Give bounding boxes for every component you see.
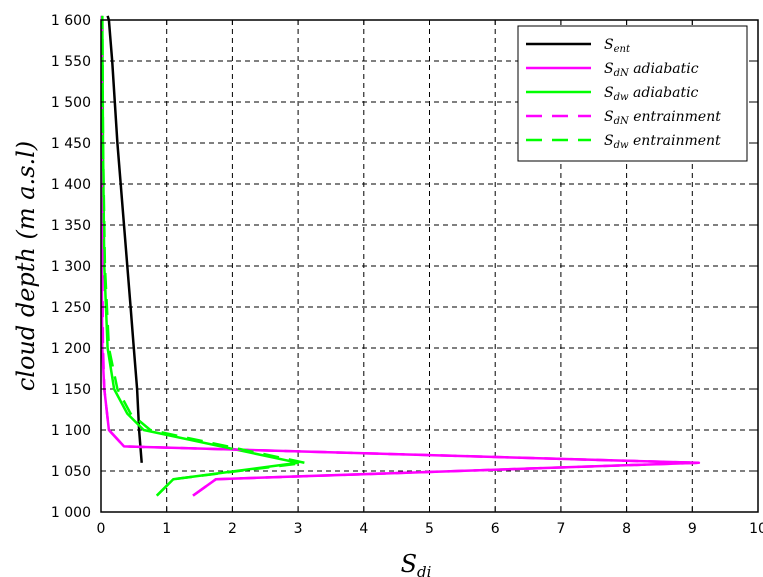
legend-label-3: SdN entrainment xyxy=(604,109,721,127)
series-line-0 xyxy=(106,15,143,463)
x-tick-label: 6 xyxy=(491,521,500,537)
y-tick-label: 1 500 xyxy=(51,95,91,111)
y-tick-label: 1 100 xyxy=(51,423,91,439)
legend-label-1: SdN adiabatic xyxy=(604,61,699,79)
x-tick-label: 9 xyxy=(688,521,697,537)
y-tick-label: 1 150 xyxy=(51,382,91,398)
x-tick-label: 8 xyxy=(622,521,631,537)
y-tick-label: 1 050 xyxy=(51,464,91,480)
y-tick-label: 1 300 xyxy=(51,259,91,275)
y-tick-label: 1 250 xyxy=(51,300,91,316)
y-tick-label: 1 200 xyxy=(51,341,91,357)
x-axis-label: Sdi xyxy=(401,550,432,577)
y-tick-label: 1 400 xyxy=(51,177,91,193)
y-axis-label: cloud depth (m a.s.l) xyxy=(12,141,40,391)
legend-box xyxy=(517,25,748,162)
x-tick-label: 3 xyxy=(294,521,303,537)
x-tick-label: 5 xyxy=(425,521,434,537)
x-tick-label: 1 xyxy=(162,521,171,537)
x-tick-label: 7 xyxy=(556,521,565,537)
series-line-3 xyxy=(100,15,701,497)
axis-ticks xyxy=(100,19,759,513)
legend: Sent SdN adiabatic Sdw adiabatic SdN entrai… xyxy=(517,25,748,162)
x-tick-label: 4 xyxy=(359,521,368,537)
series-line-4 xyxy=(101,15,306,497)
legend-label-2: Sdw adiabatic xyxy=(604,85,699,103)
y-tick-label: 1 450 xyxy=(51,136,91,152)
series-layer xyxy=(100,15,701,497)
legend-label-0: Sent xyxy=(604,37,631,55)
y-tick-label: 1 350 xyxy=(51,218,91,234)
y-tick-labels: 1 000 1 050 1 100 1 150 1 200 1 250 1 300 1 350… xyxy=(51,13,91,521)
y-tick-label: 1 000 xyxy=(51,505,91,521)
legend-label-4: Sdw entrainment xyxy=(604,133,721,151)
y-tick-label: 1 550 xyxy=(51,54,91,70)
x-tick-label: 2 xyxy=(228,521,237,537)
x-tick-label: 0 xyxy=(97,521,106,537)
x-tick-label: 10 xyxy=(749,521,763,537)
x-tick-labels: 0 1 2 3 4 5 6 7 8 9 10 xyxy=(97,521,763,537)
series-line-2 xyxy=(101,15,300,497)
y-tick-label: 1 600 xyxy=(51,13,91,29)
